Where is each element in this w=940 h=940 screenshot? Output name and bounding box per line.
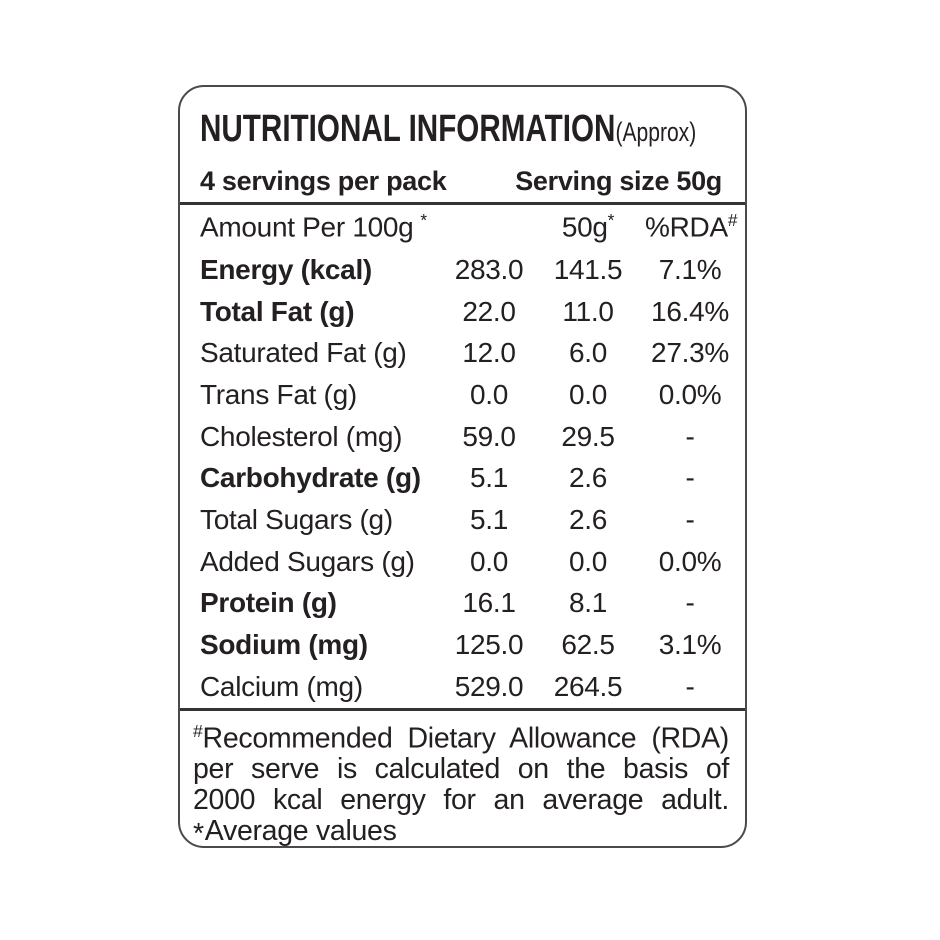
per-50g-value: 2.6 xyxy=(568,462,608,494)
rda-value: 27.3% xyxy=(651,337,729,369)
rda-value: 7.1% xyxy=(658,253,722,285)
per-100g-value: 59.0 xyxy=(462,420,516,452)
table-row: Protein (g) 16.1 8.1 - xyxy=(200,583,735,625)
hash-marker: # xyxy=(727,210,738,231)
per-100g-value: 0.0 xyxy=(469,378,509,410)
per-100g-value: 529.0 xyxy=(454,670,524,702)
rda-value: - xyxy=(685,670,695,702)
nutrient-name: Total Fat (g) xyxy=(200,295,355,327)
table-row: Energy (kcal) 283.0 141.5 7.1% xyxy=(200,249,735,291)
rda-value: - xyxy=(685,503,695,535)
nutrient-name: Carbohydrate (g) xyxy=(200,462,421,494)
per-50g-value: 8.1 xyxy=(568,587,608,619)
asterisk-marker: * xyxy=(607,210,615,231)
nutrient-name: Calcium (mg) xyxy=(200,670,363,702)
footnote-line-3: 2000 kcal energy for an average adult. xyxy=(193,784,729,817)
nutrition-panel: NUTRITIONAL INFORMATION(Approx) 4 servin… xyxy=(178,85,747,851)
per-50g-value: 0.0 xyxy=(568,378,608,410)
per-50g-value: 62.5 xyxy=(561,629,615,661)
per-50g-value: 6.0 xyxy=(568,337,608,369)
footnote-line-4: *Average values xyxy=(193,815,397,851)
per-100g-value: 5.1 xyxy=(469,462,509,494)
per-50g-value: 2.6 xyxy=(568,503,608,535)
table-row: Calcium (mg) 529.0 264.5 - xyxy=(200,666,735,708)
table-row: Carbohydrate (g) 5.1 2.6 - xyxy=(200,457,735,499)
divider-top xyxy=(180,202,745,205)
table-row: Cholesterol (mg) 59.0 29.5 - xyxy=(200,416,735,458)
per-50g-value: 29.5 xyxy=(561,420,615,452)
table-row: Total Sugars (g) 5.1 2.6 - xyxy=(200,499,735,541)
amount-per-100g-header: Amount Per 100g * xyxy=(200,210,427,243)
nutrient-name: Saturated Fat (g) xyxy=(200,337,407,369)
rda-value: - xyxy=(685,587,695,619)
per-50g-value: 264.5 xyxy=(553,670,623,702)
per-50g-value: 141.5 xyxy=(553,253,623,285)
asterisk-marker: * xyxy=(193,818,204,851)
per-100g-value: 283.0 xyxy=(454,253,524,285)
per-100g-value: 0.0 xyxy=(469,545,509,577)
rda-value: 0.0% xyxy=(658,378,722,410)
rda-value: 16.4% xyxy=(651,295,729,327)
rda-value: 0.0% xyxy=(658,545,722,577)
nutrient-name: Energy (kcal) xyxy=(200,253,372,285)
asterisk-marker: * xyxy=(420,210,427,231)
nutrient-name: Protein (g) xyxy=(200,587,337,619)
panel-title-suffix: (Approx) xyxy=(615,117,697,147)
divider-bottom xyxy=(180,707,745,711)
panel-title: NUTRITIONAL INFORMATION xyxy=(200,108,616,150)
nutrient-name: Cholesterol (mg) xyxy=(200,420,403,452)
table-row: Trans Fat (g) 0.0 0.0 0.0% xyxy=(200,374,735,416)
nutrient-name: Trans Fat (g) xyxy=(200,378,357,410)
footnote: #Recommended Dietary Allowance (RDA) per… xyxy=(193,716,729,851)
serving-info-line: 4 servings per pack Serving size 50g xyxy=(200,161,735,202)
per-100g-value: 125.0 xyxy=(454,629,524,661)
rda-value: - xyxy=(685,462,695,494)
per-50g-header: 50g* xyxy=(561,210,615,243)
nutrient-name: Sodium (mg) xyxy=(200,629,368,661)
per-100g-value: 12.0 xyxy=(462,337,516,369)
nutrient-name: Added Sugars (g) xyxy=(200,545,415,577)
per-100g-value: 16.1 xyxy=(462,587,516,619)
rda-value: 3.1% xyxy=(658,629,722,661)
panel-title-line: NUTRITIONAL INFORMATION(Approx) xyxy=(200,107,696,151)
servings-per-pack: 4 servings per pack xyxy=(200,166,447,196)
per-50g-value: 11.0 xyxy=(562,295,614,327)
table-row: Total Fat (g) 22.0 11.0 16.4% xyxy=(200,291,735,333)
per-100g-value: 22.0 xyxy=(462,295,516,327)
rda-header: %RDA# xyxy=(645,210,738,243)
table-row: Added Sugars (g) 0.0 0.0 0.0% xyxy=(200,541,735,583)
hash-marker: # xyxy=(193,720,203,741)
footnote-line-2: per serve is calculated on the basis of xyxy=(193,753,729,786)
rda-value: - xyxy=(685,420,695,452)
per-50g-value: 0.0 xyxy=(568,545,608,577)
nutrient-name: Total Sugars (g) xyxy=(200,503,393,535)
table-row: Saturated Fat (g) 12.0 6.0 27.3% xyxy=(200,332,735,374)
per-100g-value: 5.1 xyxy=(469,503,509,535)
serving-size: Serving size 50g xyxy=(515,166,722,196)
table-row: Sodium (mg) 125.0 62.5 3.1% xyxy=(200,624,735,666)
table-header-row: Amount Per 100g * 50g* %RDA# xyxy=(200,205,738,249)
footnote-line-1: #Recommended Dietary Allowance (RDA) xyxy=(193,720,729,755)
